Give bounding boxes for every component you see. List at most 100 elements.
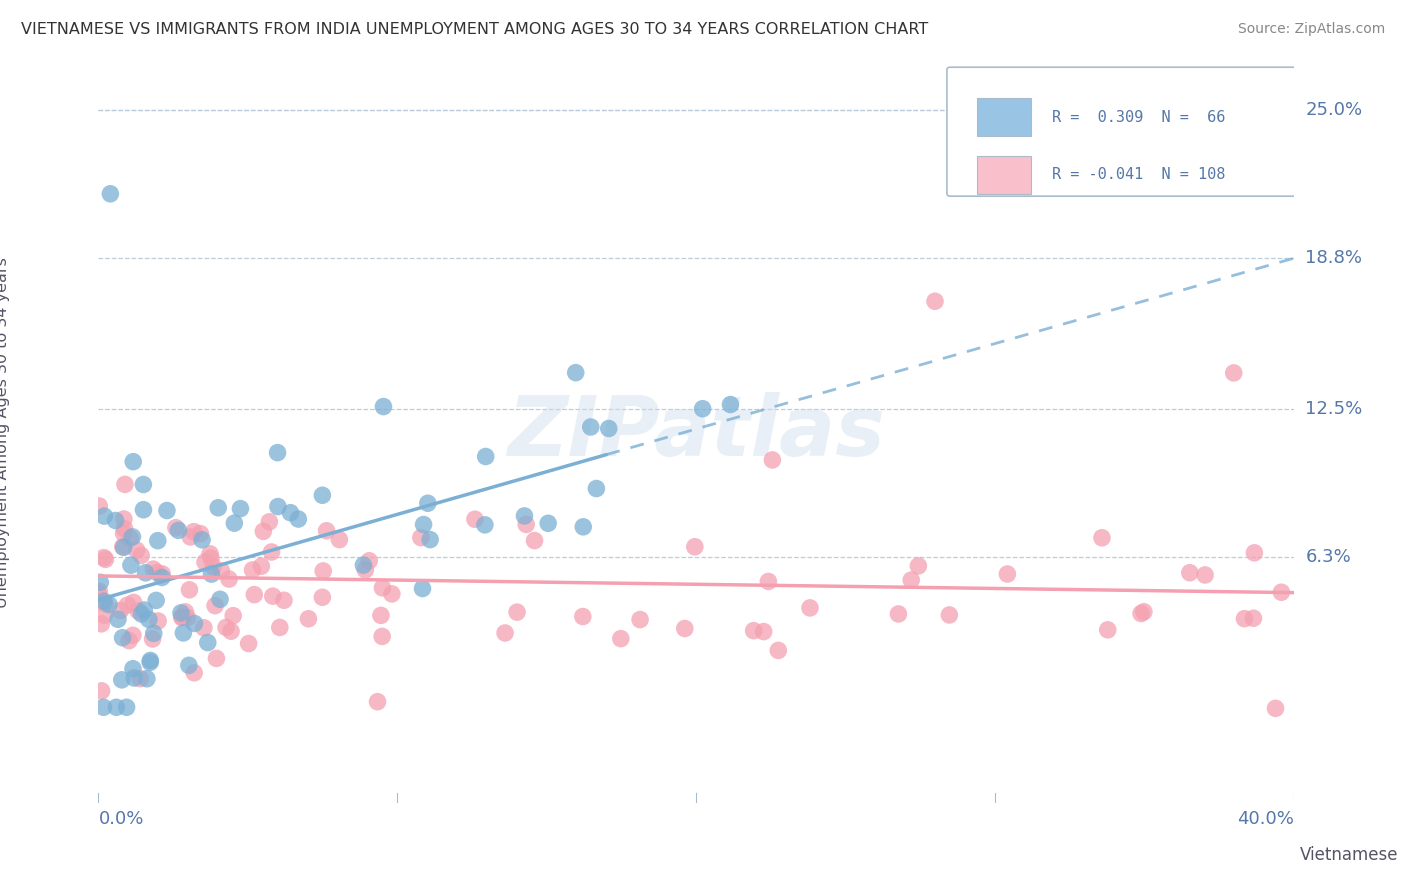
Point [112, 512, 135, 526]
Point [170, 606, 193, 620]
Point [315, 524, 337, 538]
Point [89, 584, 111, 599]
Point [598, 421, 620, 435]
Point [194, 555, 217, 569]
Point [900, 573, 922, 587]
Point [120, 532, 142, 546]
Point [125, 543, 148, 558]
Bar [977, 155, 1031, 194]
Text: 40.0%: 40.0% [1237, 810, 1294, 828]
Point [474, 517, 496, 532]
Point [799, 600, 821, 615]
Point [93, 509, 115, 524]
Point [142, 562, 165, 576]
Point [537, 516, 560, 531]
Point [513, 508, 536, 523]
Point [115, 700, 138, 714]
Point [238, 636, 260, 650]
Point [207, 500, 229, 515]
Point [1233, 612, 1256, 626]
Point [266, 445, 288, 459]
Point [121, 530, 143, 544]
Point [1091, 531, 1114, 545]
Point [1264, 701, 1286, 715]
Point [139, 655, 162, 669]
Point [1130, 607, 1153, 621]
Point [94, 552, 117, 566]
Text: Unemployment Among Ages 30 to 34 years: Unemployment Among Ages 30 to 34 years [0, 257, 10, 608]
Point [411, 582, 433, 596]
Point [89, 575, 111, 590]
Point [93, 597, 115, 611]
Point [262, 589, 284, 603]
Point [142, 632, 165, 646]
Point [758, 574, 780, 589]
Text: Vietnamese: Vietnamese [1299, 847, 1398, 864]
Point [219, 624, 242, 639]
Point [683, 540, 706, 554]
Point [112, 541, 135, 555]
Point [373, 400, 395, 414]
Point [193, 621, 215, 635]
Point [156, 503, 179, 517]
Point [118, 633, 141, 648]
Point [122, 455, 145, 469]
Point [150, 570, 173, 584]
Point [768, 643, 790, 657]
Point [179, 530, 201, 544]
Point [90, 684, 112, 698]
Point [172, 610, 194, 624]
Point [742, 624, 765, 638]
Point [370, 608, 392, 623]
Point [205, 651, 228, 665]
Point [165, 521, 187, 535]
Point [174, 605, 197, 619]
Text: ZIPatlas: ZIPatlas [508, 392, 884, 473]
Point [409, 531, 432, 545]
Point [381, 587, 404, 601]
Point [924, 294, 946, 309]
Point [907, 558, 929, 573]
Point [371, 629, 394, 643]
Point [110, 603, 132, 617]
Text: R =  0.309  N =  66: R = 0.309 N = 66 [1052, 110, 1225, 125]
Point [328, 533, 350, 547]
Point [506, 605, 529, 619]
Point [176, 610, 198, 624]
Point [222, 608, 245, 623]
Point [112, 526, 135, 541]
Point [120, 558, 142, 573]
Point [202, 559, 225, 574]
Text: 0.0%: 0.0% [98, 810, 143, 828]
Point [367, 695, 389, 709]
Point [412, 517, 434, 532]
Point [111, 631, 134, 645]
Point [311, 591, 333, 605]
Point [269, 620, 291, 634]
Point [311, 488, 333, 502]
Point [572, 520, 595, 534]
Point [87, 587, 110, 601]
Point [200, 551, 222, 566]
Point [218, 572, 240, 586]
Point [720, 398, 742, 412]
Point [111, 673, 134, 687]
Point [673, 622, 696, 636]
Point [200, 567, 222, 582]
Point [1241, 611, 1264, 625]
Point [1243, 546, 1265, 560]
Point [1178, 566, 1201, 580]
Point [215, 620, 238, 634]
Point [122, 595, 145, 609]
Point [135, 566, 157, 580]
Point [352, 558, 374, 573]
Point [359, 554, 381, 568]
FancyBboxPatch shape [948, 67, 1406, 196]
Point [211, 564, 233, 578]
Point [938, 607, 960, 622]
Point [252, 524, 274, 539]
Point [139, 653, 162, 667]
Point [280, 506, 302, 520]
Point [131, 607, 153, 621]
Point [887, 607, 910, 621]
